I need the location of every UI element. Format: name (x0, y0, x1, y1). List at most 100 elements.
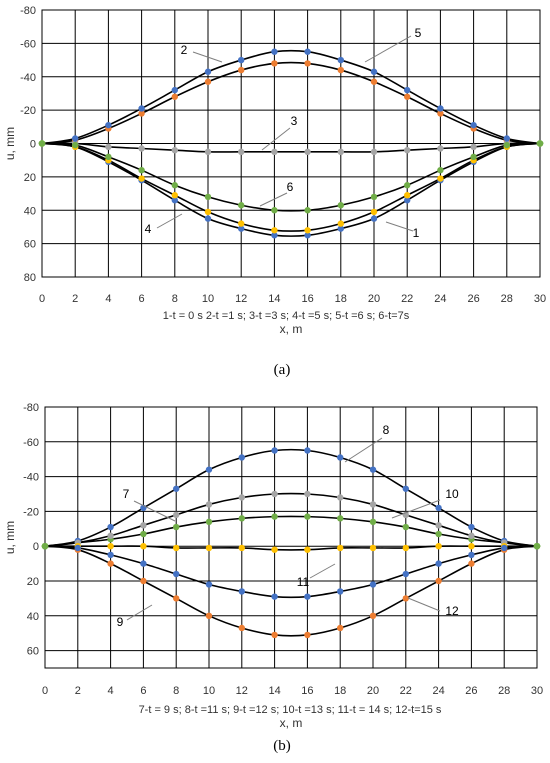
series-point-6 (337, 202, 344, 209)
series-point-3 (437, 145, 444, 152)
y-axis-label: u, mm (3, 521, 17, 554)
series-point-2 (370, 78, 378, 85)
series-point-6 (503, 141, 510, 149)
series-point-1 (238, 225, 245, 232)
series-point-9 (337, 624, 344, 632)
series-point-4 (304, 227, 311, 234)
series-point-12 (435, 560, 442, 567)
series-line-10 (44, 492, 538, 547)
x-tick-label: 30 (534, 293, 546, 305)
x-tick-label: 28 (501, 293, 513, 305)
y-tick-label: 80 (24, 272, 36, 284)
series-point-11 (435, 543, 442, 550)
series-point-5 (304, 48, 311, 55)
series-point-5 (470, 121, 477, 129)
series-point-3 (238, 148, 245, 156)
curve-label-leader (259, 192, 288, 207)
x-tick-label: 26 (467, 293, 479, 305)
series-point-10 (238, 494, 245, 501)
series-point-6 (138, 167, 145, 174)
series-point-4 (404, 192, 411, 199)
curve-label: 4 (145, 222, 152, 236)
x-tick-label: 2 (75, 685, 81, 697)
series-point-11 (140, 543, 147, 550)
y-tick-label: 0 (33, 541, 39, 553)
y-tick-label: -60 (20, 38, 36, 50)
x-tick-label: 20 (368, 293, 380, 305)
series-line-8 (44, 448, 538, 547)
series-point-6 (271, 207, 278, 214)
series-point-5 (138, 105, 145, 112)
series-point-2 (437, 110, 444, 117)
series-point-9 (238, 624, 245, 632)
series-point-4 (370, 208, 378, 216)
x-tick-label: 6 (139, 293, 145, 305)
series-point-8 (337, 454, 344, 461)
series-point-11 (238, 544, 245, 552)
series-point-9 (271, 631, 278, 639)
series-point-8 (435, 504, 442, 512)
x-tick-label: 2 (72, 293, 78, 305)
x-tick-label: 10 (202, 293, 214, 305)
series-point-5 (238, 56, 245, 64)
series-line-4 (41, 142, 541, 232)
curve-label: 9 (117, 615, 124, 629)
series-point-10 (205, 501, 213, 508)
series-point-6 (105, 153, 112, 161)
series-point-8 (205, 466, 213, 473)
series-point-11 (304, 546, 311, 553)
series-point-11 (205, 544, 213, 552)
caption-a: (a) (274, 362, 291, 378)
x-tick-label: 14 (268, 293, 280, 305)
series-point-10 (173, 511, 180, 519)
curve-label: 1 (413, 226, 420, 240)
legend-text-a: 1-t = 0 s 2-t =1 s; 3-t =3 s; 4-t =5 s; … (163, 310, 410, 322)
series-point-1 (204, 215, 212, 222)
y-tick-label: -40 (23, 472, 39, 484)
curve-label: 7 (123, 487, 130, 501)
series-point-4 (337, 220, 344, 227)
y-tick-label: 40 (27, 611, 39, 623)
series-point-9 (304, 631, 311, 639)
x-tick-label: 18 (334, 685, 346, 697)
series-point-3 (271, 148, 278, 156)
series-point-12 (402, 570, 409, 578)
y-tick-label: -40 (20, 72, 36, 84)
curve-label-leader (364, 35, 412, 63)
series-point-7 (337, 515, 344, 522)
series-point-10 (304, 490, 311, 498)
series-point-6 (304, 207, 311, 214)
x-axis-label: x, m (280, 322, 303, 336)
series-point-6 (437, 167, 444, 174)
series-point-7 (402, 523, 409, 531)
x-axis-label: x, m (280, 716, 303, 730)
series-point-11 (173, 544, 180, 552)
series-point-6 (38, 140, 46, 147)
series-point-7 (271, 513, 278, 520)
y-tick-label: 20 (24, 172, 36, 184)
series-point-1 (171, 197, 178, 204)
series-line-2 (41, 61, 541, 145)
series-point-3 (304, 148, 311, 156)
y-tick-label: 20 (27, 576, 39, 588)
y-tick-label: 0 (30, 139, 36, 151)
curve-label-leader (156, 213, 183, 229)
x-tick-label: 26 (465, 685, 477, 697)
curve-label: 12 (445, 604, 459, 618)
x-tick-label: 24 (432, 685, 444, 697)
y-tick-label: -20 (20, 105, 36, 117)
x-tick-label: 16 (301, 293, 313, 305)
series-point-6 (470, 153, 477, 161)
curve-label: 11 (297, 575, 310, 589)
series-point-10 (435, 522, 442, 529)
series-point-12 (74, 544, 82, 552)
series-point-9 (173, 595, 180, 602)
curve-label-leader (391, 499, 441, 519)
series-point-12 (173, 570, 180, 578)
series-point-2 (271, 60, 278, 67)
caption-b: (b) (273, 738, 291, 754)
series-point-5 (171, 86, 178, 94)
series-point-10 (271, 490, 278, 498)
x-tick-label: 22 (401, 293, 413, 305)
